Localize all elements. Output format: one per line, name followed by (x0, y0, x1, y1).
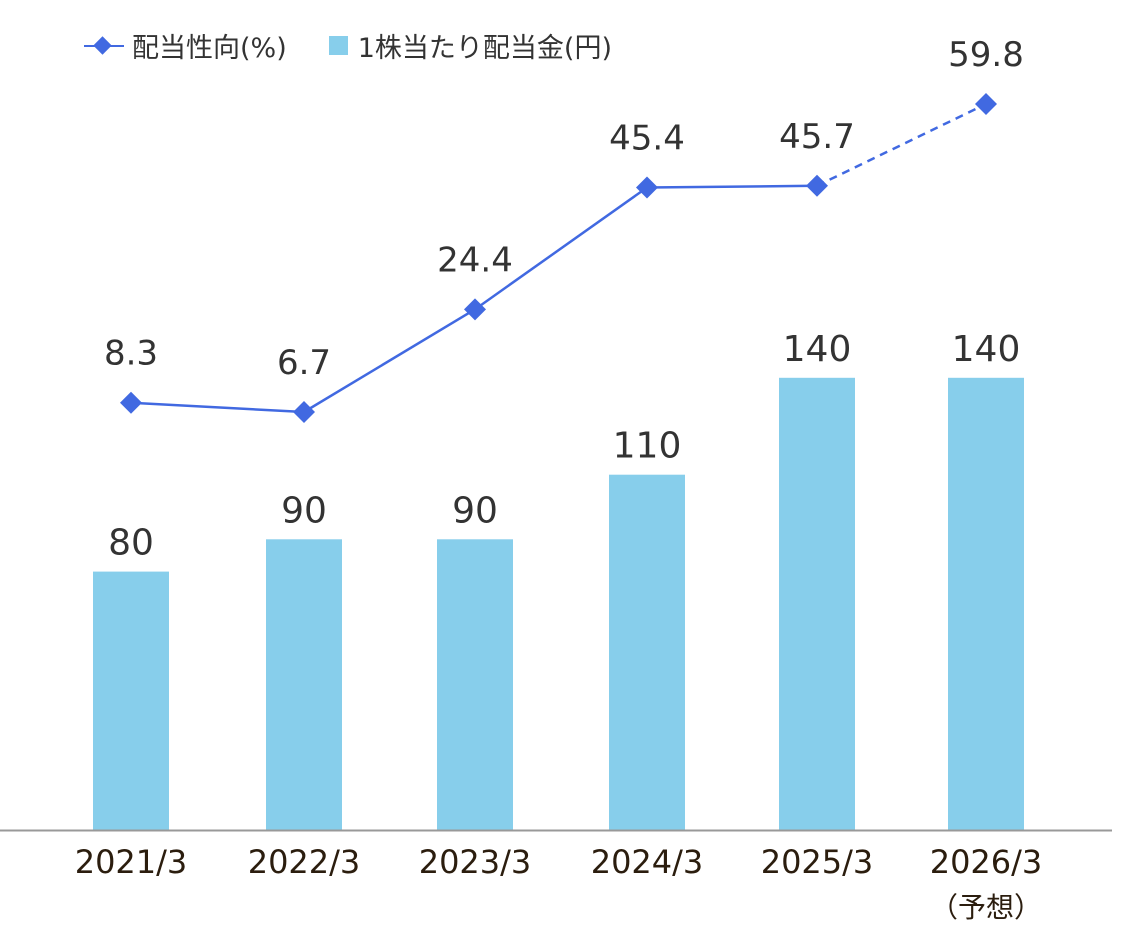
line-value-label: 45.7 (779, 117, 855, 157)
line-point-2021/3 (120, 391, 142, 414)
legend-item-payout-ratio[interactable]: 配当性向(%) (84, 26, 287, 65)
line-point-2023/3 (464, 298, 486, 321)
bars-layer (93, 377, 1024, 830)
x-tick-note: （予想） (930, 891, 1042, 924)
line-segment (130, 401, 305, 414)
line-segment (303, 308, 476, 414)
bar-value-label: 90 (452, 490, 498, 531)
bar-value-label: 140 (952, 329, 1021, 370)
legend-item-dividend[interactable]: 1株当たり配当金(円) (328, 26, 612, 65)
line-segment (474, 186, 648, 311)
bar-2022/3 (266, 539, 342, 830)
x-tick-label: 2023/3 (419, 843, 532, 881)
x-tick-label: 2024/3 (591, 843, 704, 881)
bar-value-label: 90 (281, 490, 327, 531)
x-tick-label: 2025/3 (761, 843, 874, 881)
bar-2023/3 (437, 539, 513, 830)
square-marker-icon (328, 36, 348, 55)
legend-label-dividend: 1株当たり配当金(円) (357, 33, 612, 64)
bar-2025/3 (779, 377, 855, 830)
line-segment (646, 184, 818, 189)
line-point-2024/3 (636, 176, 658, 199)
line-value-label: 6.7 (277, 343, 331, 383)
line-point-2025/3 (806, 174, 828, 197)
line-value-label: 24.4 (437, 240, 513, 280)
line-layer (120, 93, 997, 423)
line-value-label: 45.4 (609, 119, 685, 159)
line-point-2022/3 (293, 401, 315, 423)
bar-2024/3 (609, 474, 685, 830)
x-tick-label: 2022/3 (248, 843, 361, 881)
line-diamond-icon (84, 35, 124, 56)
line-point-2026/3 (975, 93, 997, 115)
legend: 配当性向(%) 1株当たり配当金(円) (84, 26, 654, 65)
line-value-label: 59.8 (948, 35, 1024, 75)
x-tick-label: 2021/3 (75, 843, 188, 881)
x-tick-label: 2026/3 (930, 843, 1043, 881)
line-segment-forecast (816, 102, 987, 187)
line-value-label: 8.3 (104, 334, 158, 374)
legend-label-payout-ratio: 配当性向(%) (132, 33, 287, 64)
bar-2021/3 (93, 571, 169, 830)
bar-2026/3 (948, 377, 1024, 830)
bar-value-label: 80 (108, 523, 154, 564)
bar-value-label: 140 (783, 329, 852, 370)
labels-layer: 80 90 90 110 140 140 2021/3 2022/3 2023/3 2024/3 2… (75, 35, 1043, 924)
bar-value-label: 110 (613, 426, 682, 467)
